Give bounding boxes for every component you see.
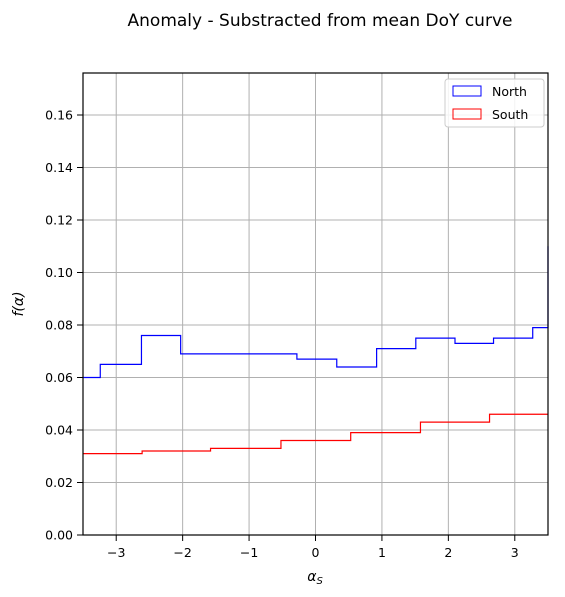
- x-tick-label: 1: [378, 545, 386, 560]
- legend-swatch-south: [452, 108, 482, 120]
- grid: [83, 73, 548, 536]
- x-tick-label: −2: [173, 545, 191, 560]
- y-tick-label: 0.16: [45, 108, 73, 123]
- y-tick-label: 0.14: [45, 160, 73, 175]
- series-layer: [83, 246, 549, 455]
- x-tick-label: 3: [511, 545, 519, 560]
- series-step-north: [83, 246, 549, 379]
- legend-swatch-north: [452, 85, 482, 97]
- chart-title: Anomaly - Substracted from mean DoY curv…: [128, 11, 513, 31]
- x-axis-label: αS: [307, 569, 323, 587]
- x-tick-label: 2: [444, 545, 452, 560]
- x-tick-label: 0: [312, 545, 320, 560]
- legend-label-south: South: [492, 107, 528, 122]
- y-tick-label: 0.12: [45, 213, 73, 228]
- series-step-south: [83, 413, 548, 455]
- axis-ticks: −3 −2 −1 0 1 2 3 0.00 0.02 0.04 0.06 0.08 0.10 0.12 0.…: [45, 108, 519, 561]
- y-tick-label: 0.06: [45, 370, 73, 385]
- y-tick-label: 0.02: [45, 475, 73, 490]
- y-tick-label: 0.08: [45, 318, 73, 333]
- x-tick-label: −3: [107, 545, 125, 560]
- x-tick-label: −1: [240, 545, 258, 560]
- legend: North South: [444, 78, 545, 128]
- y-tick-label: 0.00: [45, 528, 73, 543]
- y-tick-label: 0.10: [45, 265, 73, 280]
- y-tick-label: 0.04: [45, 423, 73, 438]
- legend-label-north: North: [492, 84, 527, 99]
- y-axis-label: f(α): [11, 291, 27, 316]
- legend-box: [444, 78, 545, 128]
